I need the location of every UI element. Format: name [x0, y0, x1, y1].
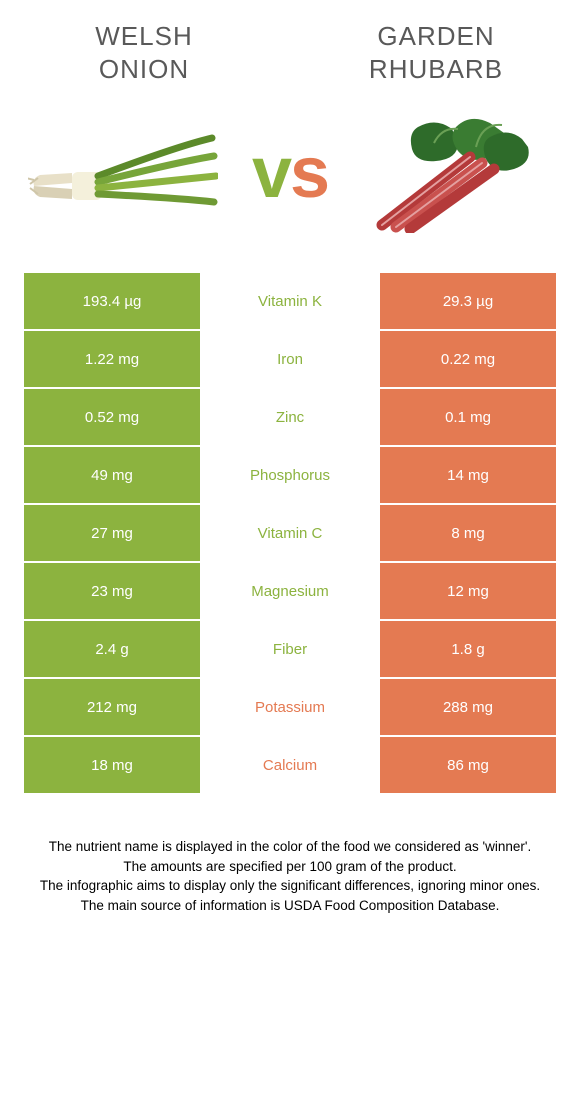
left-value: 49 mg — [24, 447, 200, 503]
table-row: 49 mgPhosphorus14 mg — [24, 447, 556, 505]
left-title-l1: Welsh — [44, 20, 244, 53]
vs-s: s — [290, 132, 328, 214]
nutrient-name: Vitamin K — [200, 273, 380, 329]
hero-row: vs — [24, 113, 556, 233]
nutrient-table: 193.4 µgVitamin K29.3 µg1.22 mgIron0.22 … — [24, 273, 556, 795]
table-row: 193.4 µgVitamin K29.3 µg — [24, 273, 556, 331]
nutrient-name: Zinc — [200, 389, 380, 445]
right-value: 86 mg — [380, 737, 556, 793]
garden-rhubarb-icon — [362, 113, 552, 233]
table-row: 212 mgPotassium288 mg — [24, 679, 556, 737]
right-value: 0.1 mg — [380, 389, 556, 445]
titles-row: Welsh onion Garden rhubarb — [24, 20, 556, 85]
nutrient-name: Potassium — [200, 679, 380, 735]
table-row: 27 mgVitamin C8 mg — [24, 505, 556, 563]
nutrient-name: Phosphorus — [200, 447, 380, 503]
left-value: 193.4 µg — [24, 273, 200, 329]
right-value: 288 mg — [380, 679, 556, 735]
right-value: 29.3 µg — [380, 273, 556, 329]
right-title-l2: rhubarb — [336, 53, 536, 86]
left-value: 2.4 g — [24, 621, 200, 677]
footer-l3: The infographic aims to display only the… — [30, 876, 550, 896]
nutrient-name: Iron — [200, 331, 380, 387]
footer-l2: The amounts are specified per 100 gram o… — [30, 857, 550, 877]
vs-v: v — [252, 132, 290, 214]
table-row: 2.4 gFiber1.8 g — [24, 621, 556, 679]
left-value: 18 mg — [24, 737, 200, 793]
right-value: 0.22 mg — [380, 331, 556, 387]
nutrient-name: Magnesium — [200, 563, 380, 619]
left-value: 212 mg — [24, 679, 200, 735]
table-row: 0.52 mgZinc0.1 mg — [24, 389, 556, 447]
right-title-l1: Garden — [336, 20, 536, 53]
footer-notes: The nutrient name is displayed in the co… — [24, 837, 556, 915]
right-value: 12 mg — [380, 563, 556, 619]
table-row: 23 mgMagnesium12 mg — [24, 563, 556, 621]
nutrient-name: Calcium — [200, 737, 380, 793]
left-value: 27 mg — [24, 505, 200, 561]
welsh-onion-icon — [28, 113, 218, 233]
table-row: 18 mgCalcium86 mg — [24, 737, 556, 795]
nutrient-name: Vitamin C — [200, 505, 380, 561]
left-title-l2: onion — [44, 53, 244, 86]
right-value: 8 mg — [380, 505, 556, 561]
right-value: 1.8 g — [380, 621, 556, 677]
footer-l1: The nutrient name is displayed in the co… — [30, 837, 550, 857]
footer-l4: The main source of information is USDA F… — [30, 896, 550, 916]
left-value: 23 mg — [24, 563, 200, 619]
table-row: 1.22 mgIron0.22 mg — [24, 331, 556, 389]
nutrient-name: Fiber — [200, 621, 380, 677]
left-title: Welsh onion — [44, 20, 244, 85]
vs-label: vs — [252, 132, 328, 214]
right-title: Garden rhubarb — [336, 20, 536, 85]
left-value: 0.52 mg — [24, 389, 200, 445]
left-value: 1.22 mg — [24, 331, 200, 387]
right-value: 14 mg — [380, 447, 556, 503]
